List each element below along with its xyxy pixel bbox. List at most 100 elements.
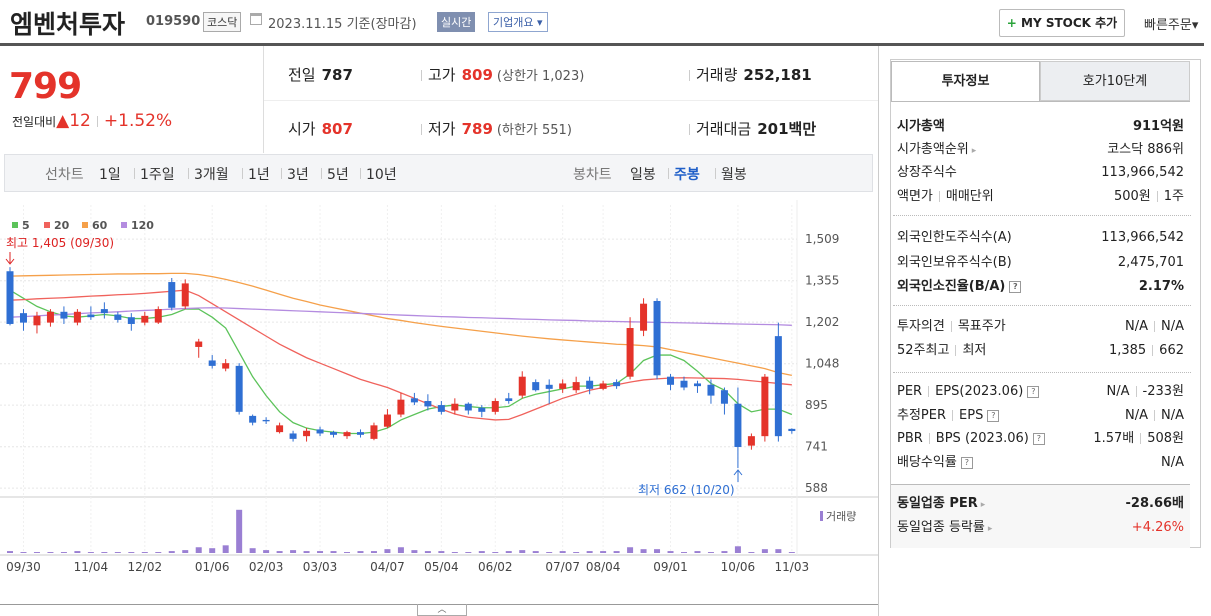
volume-bar [20,552,27,553]
candle-body [518,376,526,396]
separator [134,168,135,179]
candle-body [249,415,257,423]
candle-body [100,309,108,314]
period-tab[interactable]: 1일 [99,167,121,183]
period-tab[interactable]: 1주일 [140,167,175,183]
candle-body [707,384,715,396]
value: 252,181 [743,66,812,84]
period-tab[interactable]: 일봉 [630,167,656,183]
collapse-button[interactable]: ︿ [417,604,467,616]
period-tab[interactable]: 월봉 [721,167,747,183]
candle-body [356,432,364,435]
help-icon[interactable]: ? [960,456,973,469]
period-tab[interactable]: 10년 [366,167,397,183]
arrow: ▸ [971,146,977,156]
candle-body [572,382,580,391]
candle-body [276,425,284,433]
note: (하한가 551) [496,123,572,138]
help-icon[interactable]: ? [1009,280,1022,293]
volume-bar [7,551,13,553]
x-tick-label: 09/30 [6,560,41,574]
volume-bar [640,549,647,553]
candle-body [181,283,189,307]
separator [938,191,940,202]
volume-bar [357,551,364,553]
divider [263,46,264,153]
separator [928,433,930,444]
help-icon[interactable]: ? [1032,432,1045,445]
separator [321,168,322,179]
volume-bar [222,545,229,553]
overview-button[interactable]: 기업개요 ▾ [488,12,548,32]
quote-item: 고가 809 (상한가 1,023) [415,64,584,85]
candle-body [626,328,634,377]
volume-bar [128,552,135,553]
info-row: 배당수익률? N/A [897,453,1184,473]
volume-bar [451,552,458,553]
y-tick-label: 741 [805,440,828,454]
candle-body [141,315,149,323]
value: N/A [1106,384,1130,399]
volume-bar [182,550,189,553]
label: 시가총액순위 [897,142,969,157]
volume-bar [438,551,445,553]
candle-body [208,360,216,366]
volume-bar [344,552,350,553]
help-icon[interactable]: ? [1027,385,1040,398]
period-tab[interactable]: 3년 [287,167,309,183]
label: 투자의견 [897,319,945,334]
volume-bar [559,551,566,553]
ma-line [9,307,792,326]
candle-body [383,414,391,427]
volume-bar [681,552,687,553]
help-icon[interactable]: ? [987,409,1000,422]
y-tick-label: 1,202 [805,315,839,329]
label: 시가총액 [897,119,945,134]
period-tab[interactable]: 3개월 [194,167,229,183]
value: 809 [461,66,493,84]
label: 최저 [962,343,987,358]
candle-body [491,401,499,412]
stock-name: 엠벤처투자 [10,10,126,39]
candle-body [653,300,661,376]
label: 동일업종 등락률 [897,520,985,535]
candle-body [734,403,742,447]
candle-body [60,311,68,319]
annotation-arrow [733,469,743,482]
volume-bar [519,550,526,553]
mystock-button[interactable]: + MY STOCK 추가 [999,9,1125,37]
candle-body [370,425,378,439]
period-tab[interactable]: 주봉 [674,167,700,183]
change-value: ▲12 [56,111,91,131]
volume-legend-swatch [820,511,823,521]
separator [1156,191,1158,202]
x-tick-label: 07/07 [545,560,580,574]
legend-swatch [44,222,50,228]
x-tick-label: 11/04 [74,560,109,574]
volume-bar [168,551,175,553]
info-row: 시가총액 911억원 [897,117,1184,137]
volume-bar [114,552,121,553]
info-tab[interactable]: 호가10단계 [1040,61,1190,101]
candle-body [46,311,54,323]
value: 2.17% [1138,279,1184,294]
value: 1.57배 [1093,431,1135,446]
annotation: 최저 662 (10/20) [638,483,735,497]
separator [928,386,930,397]
info-row: 액면가 매매단위 500원 1주 [897,187,1184,207]
label: 동일업종 PER [897,496,978,511]
info-row: 52주최고 최저 1,385 662 [897,341,1184,361]
quick-order[interactable]: 빠른주문▾ [1144,18,1199,33]
info-row: 시가총액순위 ▸ 코스닥 886위 [897,140,1184,160]
mystock-text: MY STOCK 추가 [1021,16,1118,30]
volume-bar [532,551,539,553]
volume-bar [411,550,418,553]
quote-item: 시가 807 [288,118,353,139]
period-tab[interactable]: 5년 [327,167,349,183]
period-tab[interactable]: 1년 [248,167,270,183]
value: 1주 [1163,189,1184,204]
y-tick-label: 1,509 [805,232,839,246]
info-tab[interactable]: 투자정보 [891,61,1040,101]
candle-body [613,382,621,387]
realtime-badge[interactable]: 실시간 [437,12,476,32]
